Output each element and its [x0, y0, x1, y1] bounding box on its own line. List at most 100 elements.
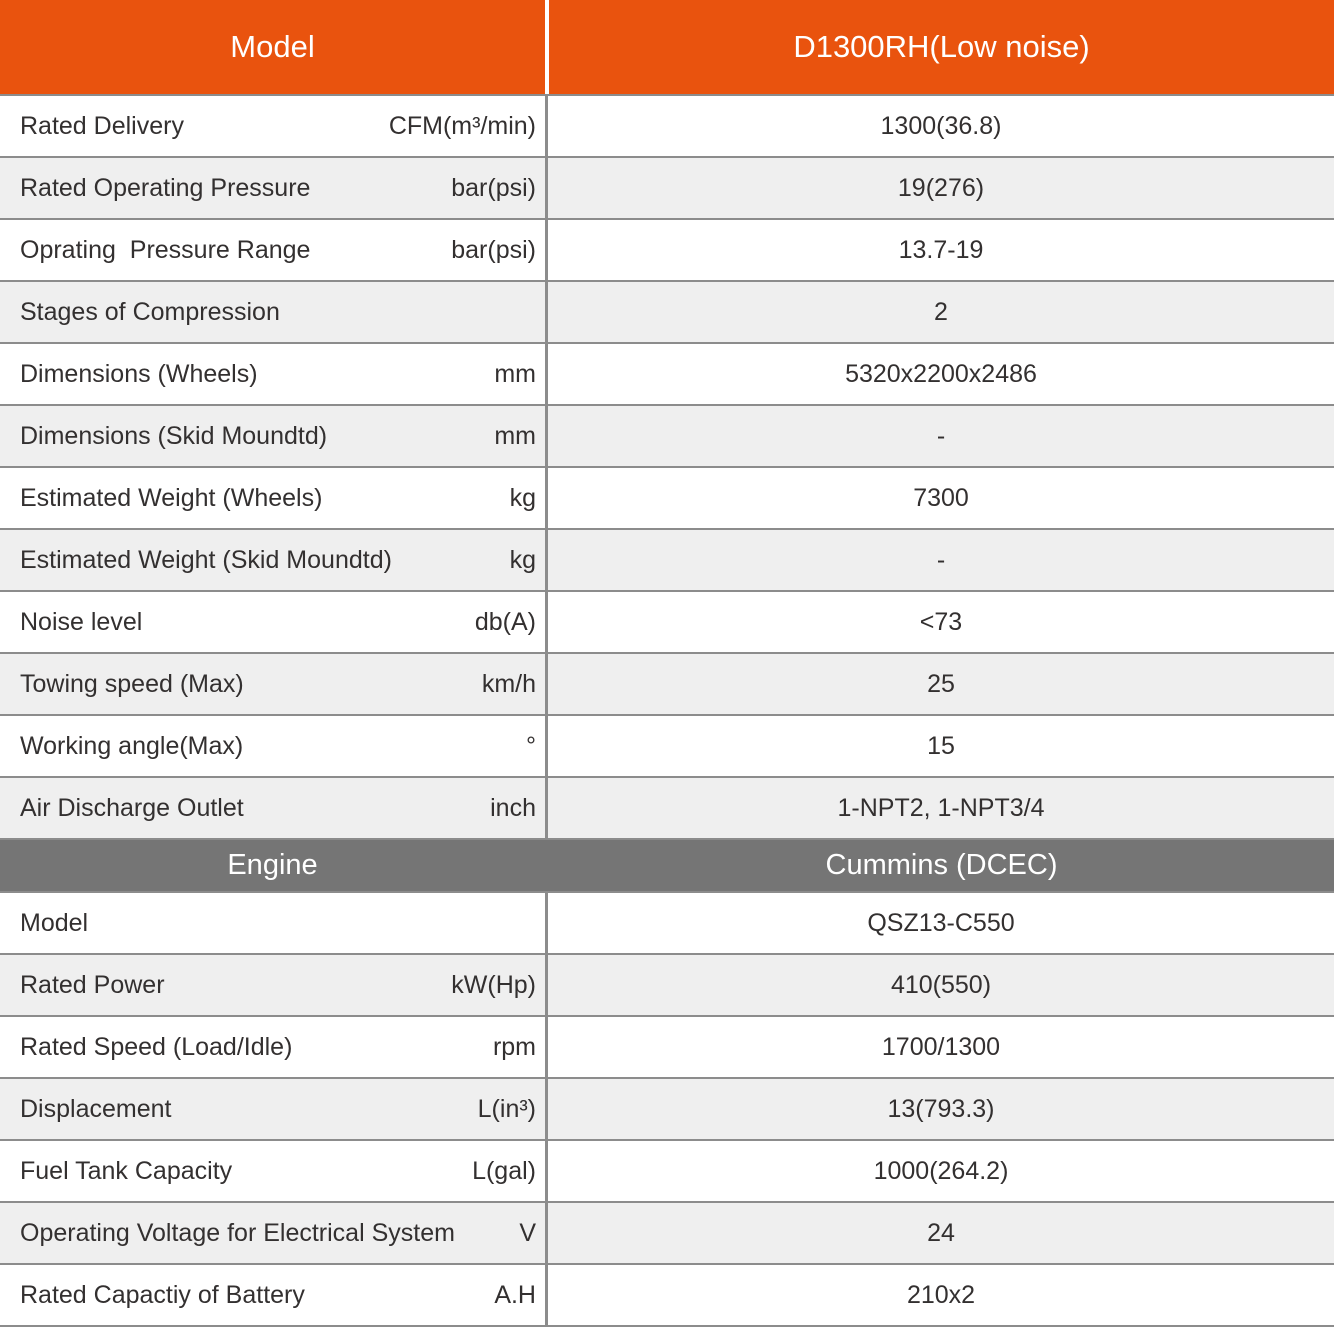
row-label: Estimated Weight (Skid Moundtd): [20, 545, 392, 574]
column-divider: [545, 1141, 548, 1201]
row-unit: inch: [490, 793, 536, 822]
table-row: Displacement L(in³) 13(793.3): [0, 1079, 1334, 1141]
row-label: Noise level: [20, 607, 143, 636]
row-label: Dimensions (Skid Moundtd): [20, 421, 328, 450]
row-label-cell: Rated Capactiy of Battery A.H: [0, 1265, 545, 1325]
row-label: Rated Operating Pressure: [20, 173, 311, 202]
column-divider: [545, 893, 548, 953]
table-row: Rated Power kW(Hp) 410(550): [0, 955, 1334, 1017]
column-divider: [545, 778, 548, 838]
row-label-cell: Estimated Weight (Wheels) kg: [0, 468, 545, 528]
table-row: Noise level db(A) <73: [0, 592, 1334, 654]
row-unit: rpm: [492, 1032, 536, 1061]
table-row: Estimated Weight (Skid Moundtd) kg -: [0, 530, 1334, 592]
header-divider: [545, 0, 549, 94]
column-divider: [545, 592, 548, 652]
row-value: 2: [934, 297, 948, 326]
row-unit: kg: [509, 483, 536, 512]
row-unit: mm: [494, 421, 536, 450]
column-divider: [545, 282, 548, 342]
row-value: QSZ13-C550: [867, 908, 1015, 937]
column-divider: [545, 406, 548, 466]
row-unit: mm: [494, 359, 536, 388]
row-unit: L(in³): [477, 1094, 536, 1123]
table-row: Rated Delivery CFM(m³/min) 1300(36.8): [0, 96, 1334, 158]
column-divider: [545, 468, 548, 528]
row-label-cell: Fuel Tank Capacity L(gal): [0, 1141, 545, 1201]
row-label: Model: [20, 908, 89, 937]
row-label: Displacement: [20, 1094, 172, 1123]
row-label: Operating Voltage for Electrical System: [20, 1218, 455, 1247]
engine-header-value: Cummins (DCEC): [825, 849, 1058, 881]
column-divider: [545, 1203, 548, 1263]
row-unit: bar(psi): [451, 235, 536, 264]
row-label: Air Discharge Outlet: [20, 793, 244, 822]
column-divider: [545, 344, 548, 404]
row-value: -: [936, 545, 946, 574]
row-label-cell: Working angle(Max) °: [0, 716, 545, 776]
row-label-cell: Dimensions (Wheels) mm: [0, 344, 545, 404]
table-row: Rated Capactiy of Battery A.H 210x2: [0, 1265, 1334, 1327]
row-unit: bar(psi): [451, 173, 536, 202]
row-unit: V: [519, 1218, 536, 1247]
column-divider: [545, 96, 548, 156]
row-label: Stages of Compression: [20, 297, 280, 326]
row-unit: kg: [509, 545, 536, 574]
row-label-cell: Dimensions (Skid Moundtd) mm: [0, 406, 545, 466]
row-label-cell: Estimated Weight (Skid Moundtd) kg: [0, 530, 545, 590]
table-row: Model QSZ13-C550: [0, 893, 1334, 955]
row-value: 25: [927, 669, 955, 698]
row-value: 13(793.3): [887, 1094, 995, 1123]
row-label-cell: Operating Voltage for Electrical System …: [0, 1203, 545, 1263]
row-label: Dimensions (Wheels): [20, 359, 258, 388]
row-value: -: [936, 421, 946, 450]
table-row: Air Discharge Outlet inch 1-NPT2, 1-NPT3…: [0, 778, 1334, 840]
row-unit: CFM(m³/min): [388, 111, 536, 140]
row-value: 13.7-19: [898, 235, 984, 264]
table-row: Working angle(Max) ° 15: [0, 716, 1334, 778]
row-label: Oprating Pressure Range: [20, 235, 311, 264]
row-value: 15: [927, 731, 955, 760]
column-divider: [545, 530, 548, 590]
row-value: 1300(36.8): [880, 111, 1002, 140]
row-label: Working angle(Max): [20, 731, 244, 760]
row-label-cell: Noise level db(A): [0, 592, 545, 652]
row-label-cell: Air Discharge Outlet inch: [0, 778, 545, 838]
table-row: Stages of Compression 2: [0, 282, 1334, 344]
column-divider: [545, 220, 548, 280]
table-row: Rated Speed (Load/Idle) rpm 1700/1300: [0, 1017, 1334, 1079]
row-label-cell: Rated Power kW(Hp): [0, 955, 545, 1015]
row-label: Estimated Weight (Wheels): [20, 483, 323, 512]
table-row: Dimensions (Wheels) mm 5320x2200x2486: [0, 344, 1334, 406]
row-value: 410(550): [890, 970, 992, 999]
engine-header-label: Engine: [227, 849, 318, 881]
row-label: Fuel Tank Capacity: [20, 1156, 233, 1185]
column-divider: [545, 1079, 548, 1139]
engine-rows-section: Model QSZ13-C550 Rated Power kW(Hp) 410(…: [0, 893, 1334, 1327]
row-label-cell: Displacement L(in³): [0, 1079, 545, 1139]
row-unit: °: [526, 731, 536, 760]
row-value: 1700/1300: [881, 1032, 1001, 1061]
row-unit: db(A): [474, 607, 536, 636]
column-divider: [545, 1265, 548, 1325]
engine-header-row: Engine Cummins (DCEC): [0, 840, 1334, 893]
row-label: Rated Delivery: [20, 111, 184, 140]
row-unit: L(gal): [472, 1156, 536, 1185]
column-divider: [545, 158, 548, 218]
row-label-cell: Rated Delivery CFM(m³/min): [0, 96, 545, 156]
row-label-cell: Oprating Pressure Range bar(psi): [0, 220, 545, 280]
row-label-cell: Stages of Compression: [0, 282, 545, 342]
row-label-cell: Towing speed (Max) km/h: [0, 654, 545, 714]
column-divider: [545, 1017, 548, 1077]
column-divider: [545, 955, 548, 1015]
table-row: Oprating Pressure Range bar(psi) 13.7-19: [0, 220, 1334, 282]
row-unit: km/h: [481, 669, 536, 698]
row-value: 24: [927, 1218, 955, 1247]
model-header-value: D1300RH(Low noise): [793, 29, 1090, 64]
table-row: Fuel Tank Capacity L(gal) 1000(264.2): [0, 1141, 1334, 1203]
row-label: Rated Power: [20, 970, 165, 999]
row-value: 5320x2200x2486: [845, 359, 1037, 388]
row-value: 7300: [913, 483, 969, 512]
table-row: Dimensions (Skid Moundtd) mm -: [0, 406, 1334, 468]
